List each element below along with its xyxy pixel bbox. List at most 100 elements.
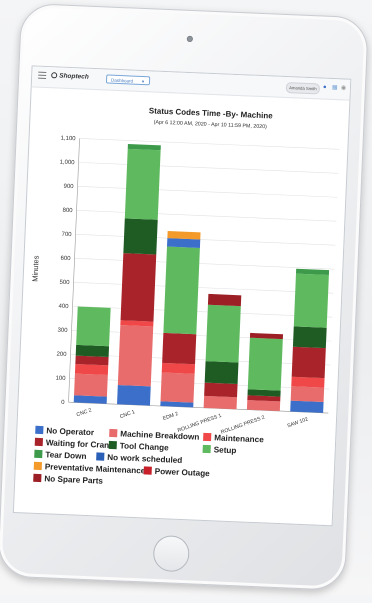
- bar-segment: [74, 364, 109, 375]
- grid-icon[interactable]: ▦: [331, 84, 338, 92]
- bar-segment: [167, 230, 201, 240]
- user-icon[interactable]: ◉: [340, 85, 347, 92]
- bar-segment: [123, 218, 158, 255]
- x-tick-label: ROLLING PRESS 2: [220, 415, 266, 436]
- legend-label: Waiting for Crane: [46, 438, 115, 450]
- gridline: [72, 305, 333, 318]
- bar-segment: [160, 401, 194, 408]
- legend-swatch: [33, 473, 42, 483]
- tablet-screen: Shoptech Dashboard ▼ Amanda Smith ● ▦ ◉ S…: [12, 65, 352, 527]
- bar-segment: [161, 362, 196, 374]
- bar-segment: [120, 320, 154, 327]
- y-tick-label: 1,100: [60, 136, 76, 143]
- x-tick-label: ROLLING PRESS 1: [177, 413, 223, 434]
- legend-swatch: [34, 449, 43, 459]
- legend-swatch: [34, 437, 44, 447]
- bar-segment: [293, 273, 329, 328]
- bar-segment: [290, 400, 324, 413]
- gridline: [76, 210, 337, 222]
- bar-segment: [127, 144, 161, 151]
- dashboard-select[interactable]: Dashboard ▼: [105, 74, 151, 86]
- bar-segment: [291, 346, 326, 379]
- bar-segment: [73, 395, 107, 404]
- bar-segment: [290, 386, 325, 403]
- y-axis-line: [68, 138, 80, 403]
- bar-segment: [247, 389, 281, 397]
- legend-label: Tear Down: [45, 450, 87, 461]
- user-badge[interactable]: Amanda Smith: [285, 82, 321, 95]
- bell-icon[interactable]: ●: [322, 84, 327, 91]
- gridline: [77, 186, 338, 198]
- bar-segment: [205, 304, 241, 363]
- legend-label: Machine Breakdown: [120, 429, 199, 441]
- bar-segment: [204, 382, 238, 398]
- chart-title: Status Codes Time -By- Machine: [149, 106, 274, 120]
- menu-icon[interactable]: [38, 71, 47, 80]
- bar-segment: [203, 395, 238, 410]
- gridline: [74, 257, 335, 270]
- y-tick-label: 100: [55, 376, 66, 382]
- legend-label: Preventative Maintenance: [45, 462, 146, 475]
- chart-panel: Status Codes Time -By- Machine (Apr 6 12:…: [14, 88, 349, 525]
- gridline: [79, 138, 340, 150]
- gridline: [71, 329, 332, 342]
- legend-swatch: [96, 452, 105, 461]
- legend-swatch: [109, 428, 118, 438]
- bar-segment: [75, 355, 109, 366]
- bar-segment: [74, 373, 108, 397]
- x-tick-label: CNC 2: [76, 407, 93, 418]
- chart-subtitle: (Apr 6 12:00 AM, 2020 - Apr 10 11:59 PM,…: [154, 119, 268, 130]
- legend-swatch: [33, 461, 43, 471]
- bar-segment: [292, 326, 327, 349]
- gridline: [75, 234, 336, 246]
- legend-swatch: [108, 440, 117, 450]
- legend-swatch: [202, 444, 211, 454]
- y-tick-label: 900: [63, 184, 74, 190]
- bar-segment: [247, 395, 281, 402]
- bar-segment: [76, 306, 111, 347]
- y-tick-label: 500: [59, 280, 70, 286]
- y-tick-label: 800: [62, 208, 73, 214]
- gridline: [73, 281, 334, 294]
- bar-segment: [120, 253, 157, 322]
- legend-label: No work scheduled: [107, 453, 182, 465]
- x-tick-label: SAW 102: [287, 416, 310, 429]
- legend-label: No Operator: [46, 426, 95, 437]
- bar-segment: [204, 361, 239, 385]
- bar-segment: [124, 148, 161, 220]
- bar-segment: [160, 372, 195, 403]
- dashboard-select-label: Dashboard: [110, 77, 134, 84]
- legend-swatch: [35, 425, 44, 435]
- logo-mark-icon: [51, 72, 58, 79]
- legend-label: No Spare Parts: [44, 474, 103, 485]
- y-tick-label: 300: [57, 328, 68, 334]
- y-tick-label: 200: [56, 352, 67, 358]
- legend-label: Tool Change: [120, 441, 170, 452]
- x-tick-label: CNC 1: [119, 409, 136, 420]
- user-badge-label: Amanda Smith: [289, 85, 317, 92]
- gridline: [78, 162, 339, 174]
- legend-swatch: [203, 432, 212, 442]
- legend-swatch: [143, 466, 152, 475]
- gridline: [70, 353, 331, 366]
- y-tick-label: 700: [61, 232, 72, 238]
- bar-segment: [249, 332, 284, 340]
- bar-segment: [75, 344, 110, 358]
- bar-segment: [163, 246, 200, 335]
- status-codes-chart: Status Codes Time -By- Machine(Apr 6 12:…: [31, 106, 340, 486]
- gridline: [69, 377, 330, 390]
- logo-text: Shoptech: [59, 72, 89, 81]
- bar-segment: [207, 293, 242, 307]
- legend-label: Maintenance: [214, 433, 264, 444]
- bar-segment: [246, 400, 281, 412]
- bar-segment: [291, 376, 325, 388]
- bar-segment: [247, 337, 283, 391]
- app-logo: Shoptech: [51, 72, 89, 81]
- y-tick-label: 0: [61, 400, 65, 406]
- chevron-down-icon: ▼: [140, 78, 146, 85]
- y-tick-label: 600: [60, 256, 71, 262]
- x-axis-line: [68, 401, 329, 414]
- bar-segment: [117, 385, 151, 406]
- y-axis-title: Minutes: [31, 255, 41, 282]
